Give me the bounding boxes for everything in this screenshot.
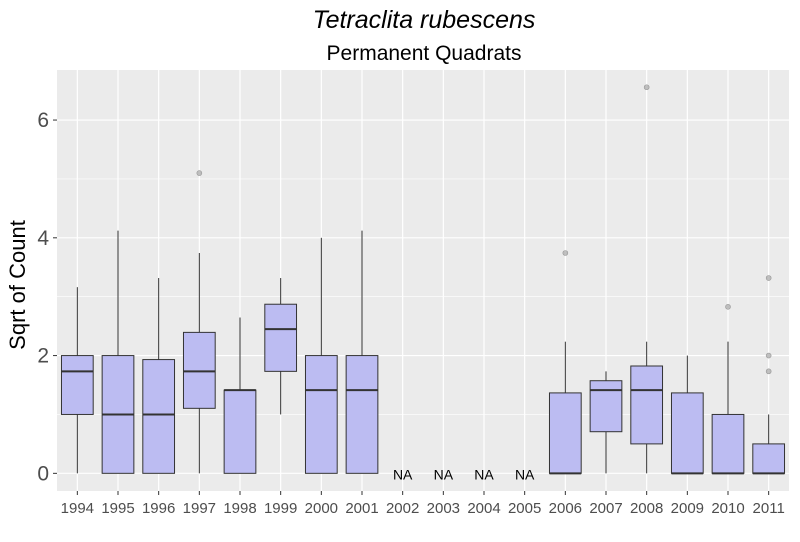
x-tick-label: 2008 <box>630 500 663 517</box>
box-2006 <box>548 392 582 474</box>
box-1996 <box>142 359 176 474</box>
x-tick-label: 2001 <box>345 500 378 517</box>
x-tick-label: 1997 <box>183 500 216 517</box>
y-tick-label: 4 <box>37 227 49 250</box>
x-tick-label: 1999 <box>264 500 297 517</box>
x-tick-label: 2009 <box>671 500 704 517</box>
outlier-point <box>765 368 772 375</box>
x-tick-label: 2005 <box>508 500 541 517</box>
outlier-point <box>643 84 650 91</box>
box-2011 <box>752 443 786 474</box>
x-tick-label: 2000 <box>305 500 338 517</box>
y-axis-label: Sqrt of Count <box>5 220 30 350</box>
x-tick-label: 2010 <box>711 500 744 517</box>
x-tick-label: 2011 <box>753 500 785 517</box>
x-tick-label: 1995 <box>101 500 134 517</box>
x-tick-label: 2006 <box>549 500 582 517</box>
box-1998 <box>223 389 257 474</box>
x-tick-label: 2002 <box>386 500 419 517</box>
na-label: NA <box>393 466 413 482</box>
outlier-point <box>765 352 772 359</box>
na-label: NA <box>474 466 494 482</box>
x-tick-label: 2007 <box>589 500 622 517</box>
box-2000 <box>304 355 338 474</box>
box-1994 <box>60 355 94 415</box>
y-tick-label: 2 <box>37 345 49 368</box>
chart-subtitle: Permanent Quadrats <box>327 42 522 65</box>
y-tick-label: 0 <box>37 462 49 485</box>
box-2009 <box>670 392 704 474</box>
x-tick-label: 1996 <box>142 500 175 517</box>
x-tick-label: 2004 <box>467 500 500 517</box>
plot-panel-background <box>57 70 789 491</box>
box-2001 <box>345 355 379 474</box>
na-label: NA <box>515 466 535 482</box>
plot-area: 0 2 4 6 1994 1995 1996 1997 1998 1999 2000 2001 2002… <box>37 70 789 517</box>
box-2010 <box>711 413 745 474</box>
box-2007 <box>589 380 623 433</box>
box-1999 <box>264 303 298 372</box>
outlier-point <box>196 170 203 176</box>
outlier-point <box>725 304 731 310</box>
x-tick-label: 2003 <box>427 500 460 517</box>
outlier-point <box>562 250 569 256</box>
y-tick-label: 6 <box>37 109 49 132</box>
x-tick-label: 1998 <box>223 500 256 517</box>
outlier-point <box>765 275 772 281</box>
box-1997 <box>182 331 216 409</box>
box-2008 <box>630 365 664 445</box>
x-tick-label: 1994 <box>61 500 94 517</box>
na-label: NA <box>434 466 454 482</box>
chart-title: Tetraclita rubescens <box>313 6 536 34</box>
